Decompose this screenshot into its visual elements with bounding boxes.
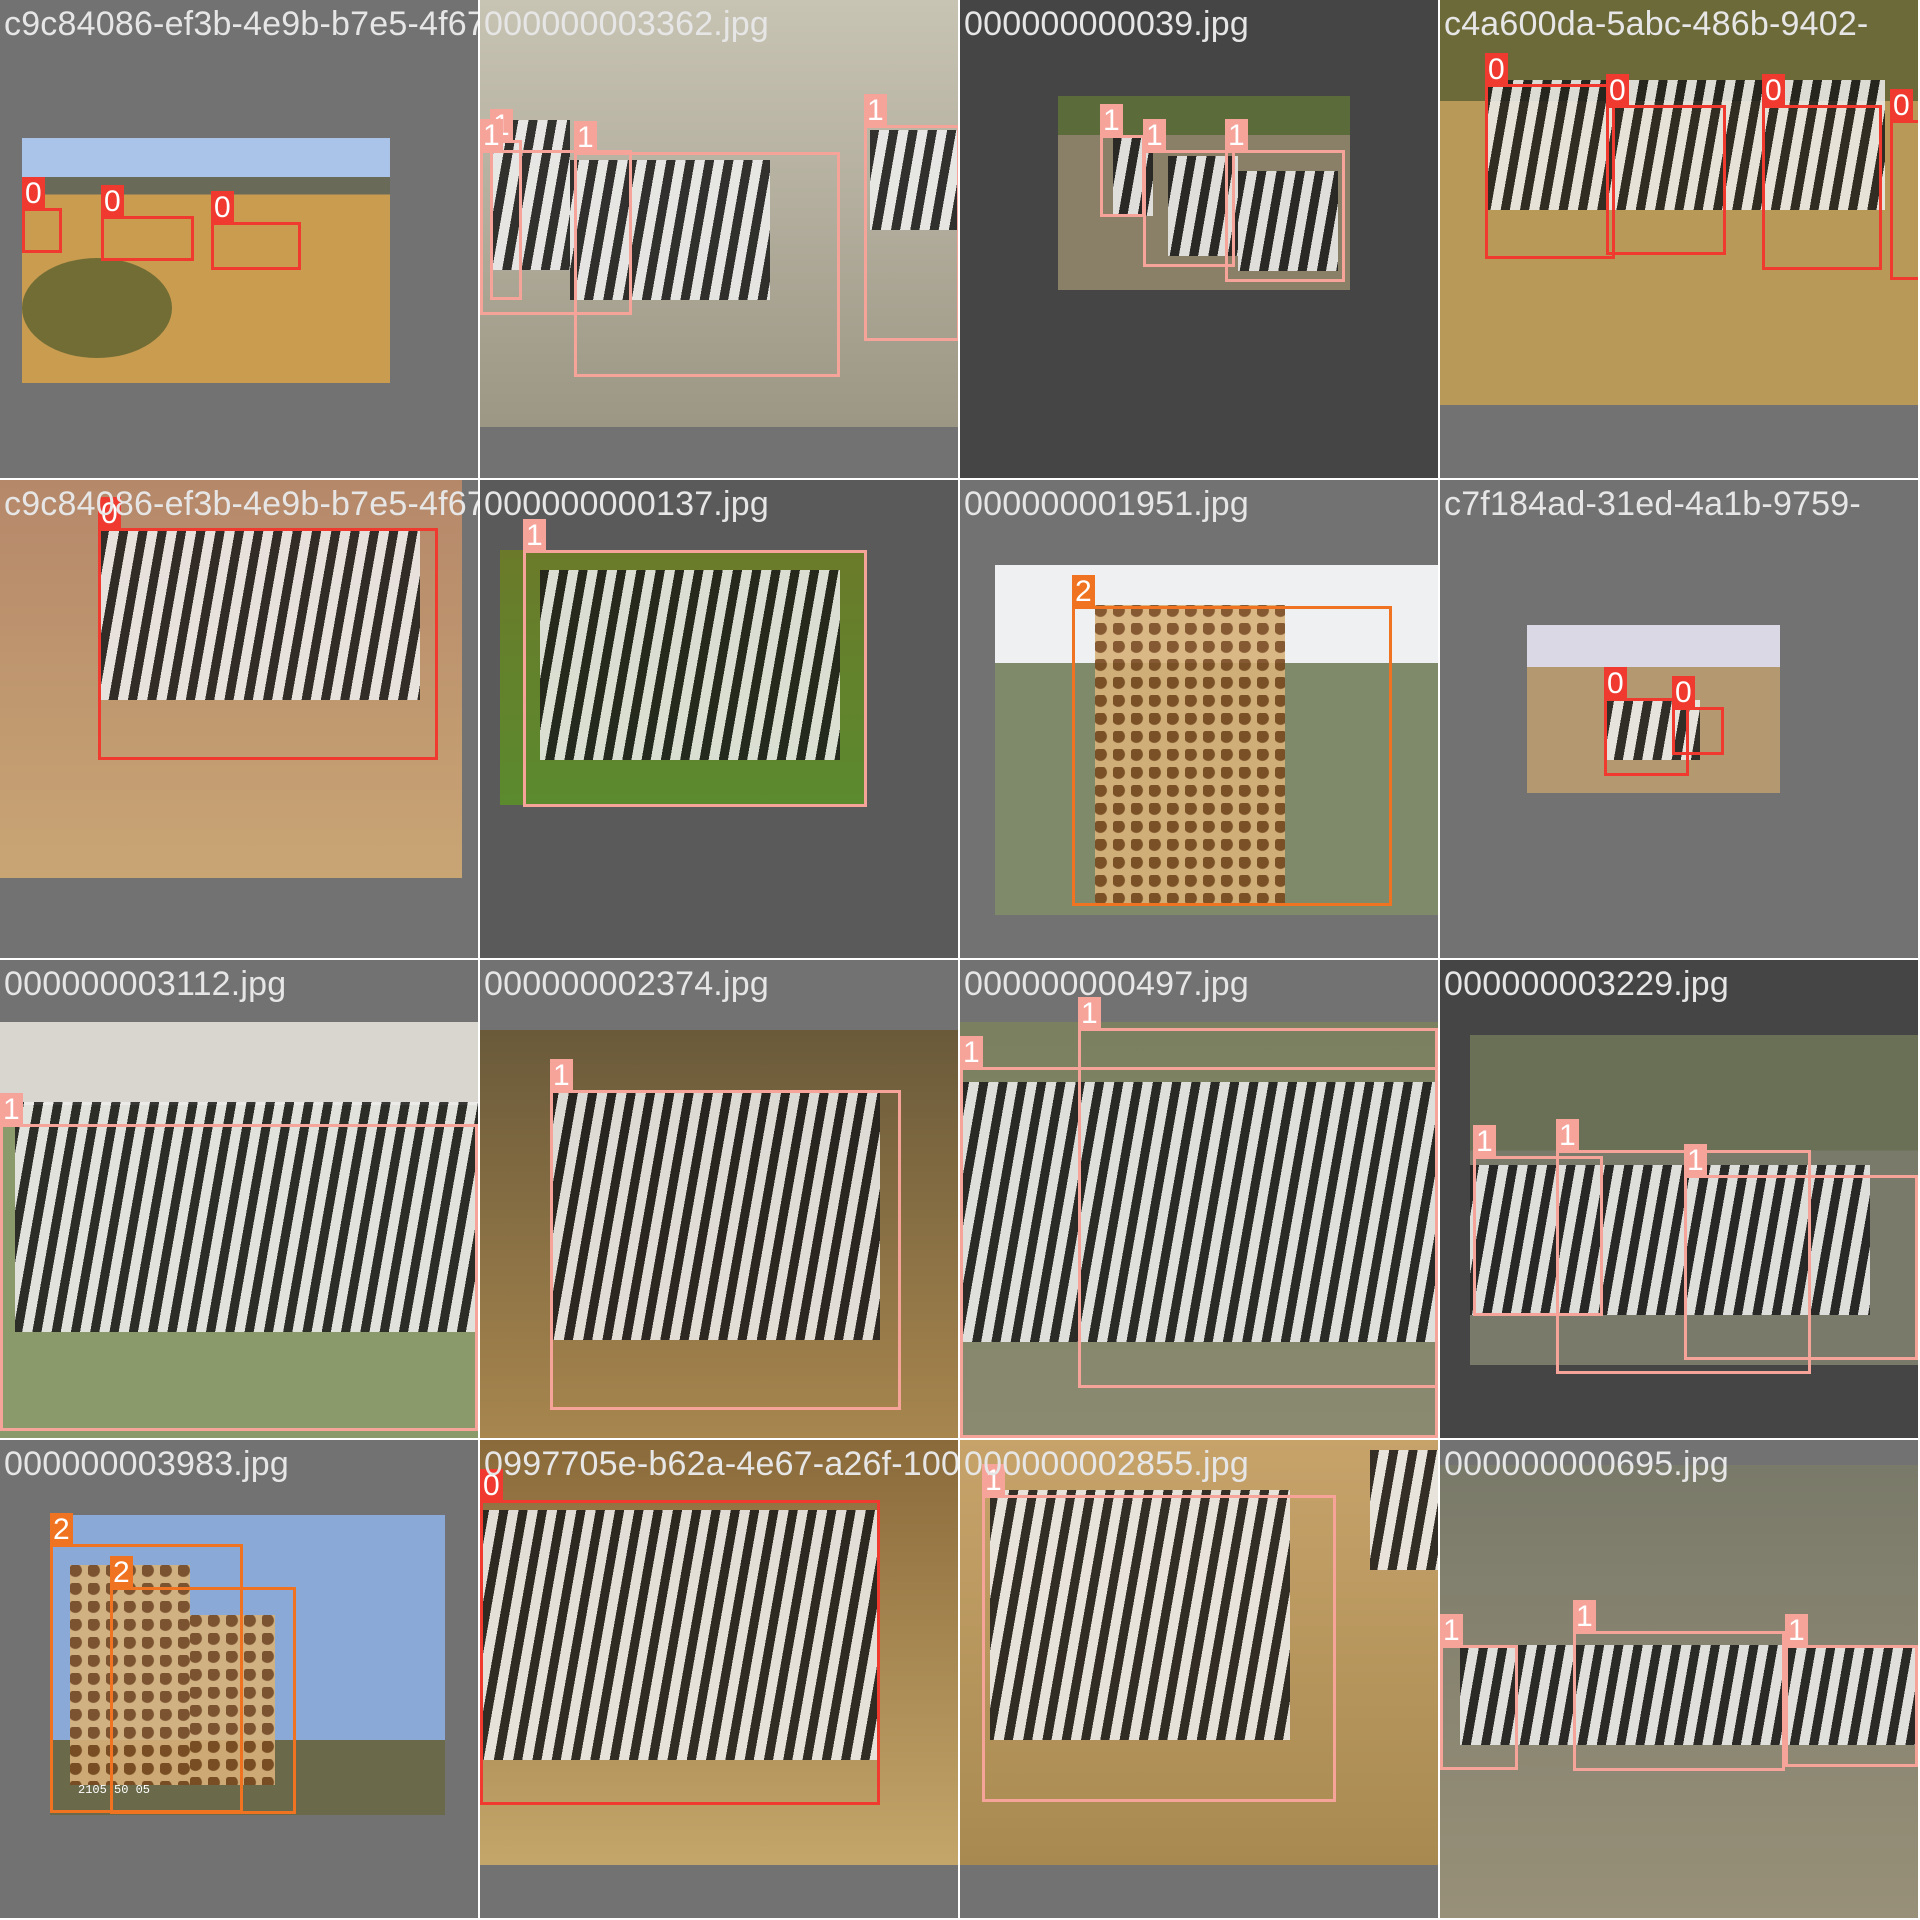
bounding-box: 0 xyxy=(22,208,62,253)
class-label: 1 xyxy=(1785,1614,1808,1648)
class-label: 0 xyxy=(1672,676,1695,710)
image-filename: 000000003983.jpg xyxy=(4,1444,289,1484)
class-label: 2 xyxy=(1072,575,1095,609)
image-filename: 000000003362.jpg xyxy=(484,4,769,44)
bounding-box: 0 xyxy=(211,222,301,270)
class-label: 0 xyxy=(1485,53,1508,87)
bounding-box: 1 xyxy=(1100,135,1145,217)
mosaic-tile: 1 000000002855.jpg xyxy=(960,1440,1438,1918)
class-label: 1 xyxy=(960,1036,983,1070)
mosaic-tile: 1 000000002374.jpg xyxy=(480,960,958,1438)
bounding-box: 0 xyxy=(1890,120,1918,280)
image-filename: 000000001951.jpg xyxy=(964,484,1249,524)
bounding-box: 1 xyxy=(1440,1645,1518,1770)
bounding-box: 1 xyxy=(864,125,958,341)
mosaic-tile: 0 0997705e-b62a-4e67-a26f-1000000002855.… xyxy=(480,1440,958,1918)
mosaic-tile: 0 0 0 0 c4a600da-5abc-486b-9402- xyxy=(1440,0,1918,478)
bounding-box: 0 xyxy=(98,528,438,760)
bounding-box: 0 xyxy=(480,1500,880,1805)
bounding-box: 2 xyxy=(1072,606,1392,906)
class-label: 1 xyxy=(1556,1119,1579,1153)
image-filename: 000000003112.jpg xyxy=(4,964,286,1004)
bounding-box: 1 xyxy=(1225,150,1345,282)
class-label: 1 xyxy=(523,519,546,553)
image-filename: 0997705e-b62a-4e67-a26f-1000000002855.jp… xyxy=(484,1444,958,1484)
bounding-box: 1 xyxy=(574,152,840,377)
image-filename: c4a600da-5abc-486b-9402- xyxy=(1444,4,1868,44)
class-label: 0 xyxy=(1604,667,1627,701)
image-filename: c9c84086-ef3b-4e9b-b7e5-4f6770665001_137… xyxy=(4,484,478,524)
mosaic-tile: 1 1 1 000000000039.jpg xyxy=(960,0,1438,478)
bounding-box: 1 xyxy=(0,1124,478,1431)
mosaic-tile: 1 000000000137.jpg xyxy=(480,480,958,958)
mosaic-tile: 2105 50 05 2 2 000000003983.jpg xyxy=(0,1440,478,1918)
class-label: 0 xyxy=(1762,74,1785,108)
image-filename: 000000000137.jpg xyxy=(484,484,769,524)
mosaic-tile: 1 1 1 000000003229.jpg xyxy=(1440,960,1918,1438)
mosaic-tile: 1 1 000000000497.jpg xyxy=(960,960,1438,1438)
mosaic-tile: 1 1 1 000000000695.jpg xyxy=(1440,1440,1918,1918)
bounding-box: 0 xyxy=(1485,84,1615,259)
image-filename: c9c84086-ef3b-4e9b-b7e5-4f6770665038_612… xyxy=(4,4,478,44)
class-label: 2 xyxy=(110,1556,133,1590)
image-filename: c7f184ad-31ed-4a1b-9759- xyxy=(1444,484,1861,524)
bounding-box: 1 xyxy=(1785,1645,1918,1767)
bounding-box: 1 xyxy=(550,1090,901,1410)
mosaic-tile: 0 c9c84086-ef3b-4e9b-b7e5-4f6770665001_1… xyxy=(0,480,478,958)
class-label: 1 xyxy=(1100,104,1123,138)
class-label: 0 xyxy=(1890,89,1913,123)
class-label: 0 xyxy=(1606,74,1629,108)
bounding-box: 1 xyxy=(982,1495,1336,1802)
bounding-box: 1 xyxy=(523,550,867,807)
bounding-box: 1 xyxy=(960,1067,1438,1438)
class-label: 1 xyxy=(1225,119,1248,153)
mosaic-tile: 1 000000003112.jpg xyxy=(0,960,478,1438)
bounding-box: 1 xyxy=(1573,1631,1785,1771)
image-filename: 000000003229.jpg xyxy=(1444,964,1729,1004)
class-label: 1 xyxy=(1473,1125,1496,1159)
bounding-box: 0 xyxy=(1672,707,1724,755)
class-label: 1 xyxy=(480,119,503,153)
mosaic-tile: 0 0 c7f184ad-31ed-4a1b-9759- xyxy=(1440,480,1918,958)
image-filename: 000000000497.jpg xyxy=(964,964,1249,1004)
bounding-box: 2 xyxy=(110,1587,296,1814)
class-label: 0 xyxy=(22,177,45,211)
photo xyxy=(22,138,390,383)
bounding-box: 1 xyxy=(1684,1175,1918,1360)
class-label: 1 xyxy=(1573,1600,1596,1634)
bounding-box: 0 xyxy=(1762,105,1882,270)
mosaic-tile: 0 0 0 c9c84086-ef3b-4e9b-b7e5-4f67706650… xyxy=(0,0,478,478)
image-filename: 000000002374.jpg xyxy=(484,964,769,1004)
class-label: 1 xyxy=(864,94,887,128)
bounding-box: 0 xyxy=(1606,105,1726,255)
class-label: 0 xyxy=(101,185,124,219)
class-label: 0 xyxy=(211,191,234,225)
class-label: 1 xyxy=(550,1059,573,1093)
image-filename: 000000000039.jpg xyxy=(964,4,1249,44)
image-filename: 000000000695.jpg xyxy=(1444,1444,1729,1484)
class-label: 1 xyxy=(1440,1614,1463,1648)
bounding-box: 1 xyxy=(1143,150,1235,267)
mosaic-tile: 1 1 1 1 000000003362.jpg xyxy=(480,0,958,478)
class-label: 1 xyxy=(1684,1144,1707,1178)
class-label: 1 xyxy=(574,121,597,155)
mosaic-tile: 2 000000001951.jpg xyxy=(960,480,1438,958)
image-filename: 000000002855.jpg xyxy=(964,1444,1249,1484)
class-label: 2 xyxy=(50,1513,73,1547)
class-label: 1 xyxy=(1143,119,1166,153)
bounding-box: 0 xyxy=(101,216,194,261)
class-label: 1 xyxy=(0,1093,23,1127)
